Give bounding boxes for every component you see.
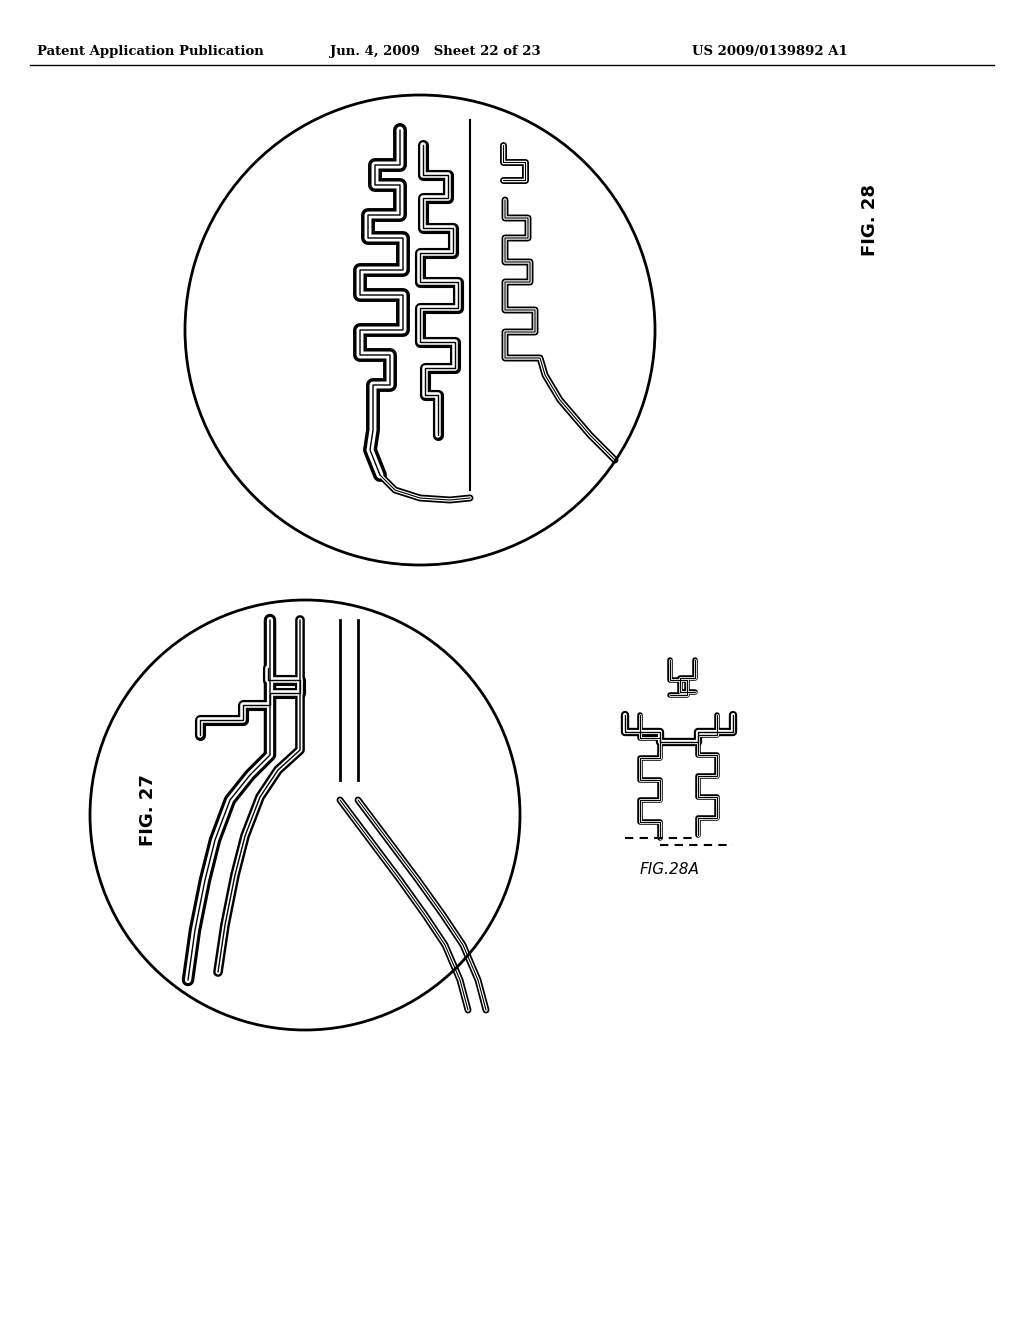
Text: FIG. 28: FIG. 28 [861, 183, 879, 256]
Text: Jun. 4, 2009   Sheet 22 of 23: Jun. 4, 2009 Sheet 22 of 23 [330, 45, 541, 58]
Text: FIG.28A: FIG.28A [640, 862, 700, 878]
Text: Patent Application Publication: Patent Application Publication [37, 45, 263, 58]
Text: FIG. 27: FIG. 27 [139, 774, 157, 846]
Text: US 2009/0139892 A1: US 2009/0139892 A1 [692, 45, 848, 58]
